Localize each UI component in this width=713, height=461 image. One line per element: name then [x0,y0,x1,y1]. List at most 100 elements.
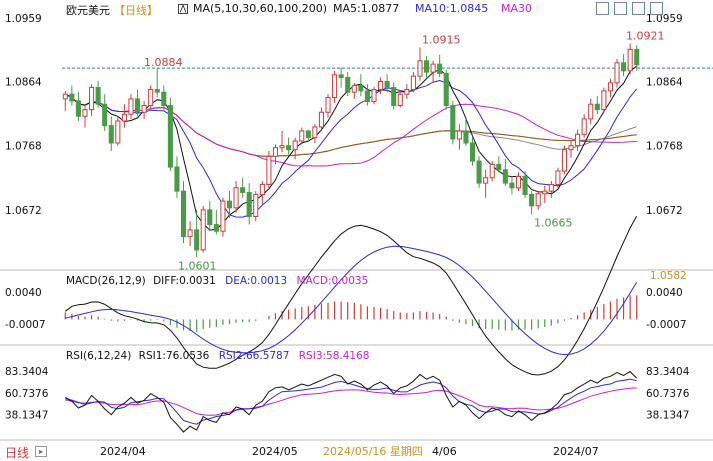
price-tick-left: 1.0768 [5,141,42,153]
candle-body [220,200,226,232]
candle-body [200,209,206,251]
rsi-tick-right: 83.3404 [646,366,690,378]
annotation-high-2: 1.0915 [422,33,461,46]
rsi-tick-left: 60.7376 [5,388,49,400]
candle-body [272,147,279,157]
candle-body [95,87,101,105]
candle-body [391,87,397,107]
rsi1-line [65,370,638,433]
candle-body [351,85,357,93]
candle-body [568,145,574,151]
candle-body [62,93,68,100]
candle-body [522,175,528,195]
candle-body [187,229,193,238]
candle-body [627,48,633,72]
candle-body [358,85,364,92]
macd-tick-right: -0.0007 [646,319,687,331]
annotation-low-1: 1.0601 [178,259,217,272]
candle-body [502,169,508,184]
candle-body [594,103,600,111]
candle-body [305,130,311,139]
candle-body [167,105,173,168]
price-tick-left: 1.0672 [5,205,42,217]
price-tick-right: 1.0672 [646,205,683,217]
footer-period-arrow-icon[interactable]: ▸ [35,446,47,457]
price-tick-right: 1.0864 [646,77,683,89]
date-label-2: 2024/05/16 星期四 [323,445,423,458]
date-label-4: 2024/07 [553,445,599,458]
candle-body [148,89,154,107]
candle-body [128,98,134,115]
ma-toggle-icon[interactable]: ⋀ [178,4,188,14]
candle-body [75,100,81,117]
candle-body [332,74,338,99]
footer-period[interactable]: 日线 [5,446,30,460]
ma10-value: MA10:1.0845 [415,2,489,15]
rsi-header: RSI(6,12,24) RSI1:76.0536 RSI2:66.5787 R… [66,350,369,362]
candle-body [194,229,200,251]
candle-body [417,60,423,77]
candle-body [443,72,449,107]
candle-body [548,183,554,192]
date-label-3: 4/06 [432,445,457,458]
candle-body [266,155,272,185]
date-label-0: 2024/04 [100,445,146,458]
candle-body [286,145,292,151]
candle-body [246,191,252,218]
candle-body [614,62,620,84]
candle-body [213,224,219,232]
down-arrow-icon[interactable] [632,2,645,15]
candle-body [588,103,594,120]
candle-body [469,142,476,162]
rsi2-value: RSI2:66.5787 [218,350,290,362]
candle-body [384,81,390,89]
candle-body [89,87,95,111]
candle-body [180,190,187,238]
candle-body [325,97,331,113]
macd-value: MACD:0.0035 [296,275,369,287]
macd-diff-line [64,215,638,376]
annotation-low-2: 1.0665 [534,217,573,230]
ma30-line [65,93,637,167]
macd-dea-line [65,245,638,356]
candle-body [115,120,121,144]
candle-body [318,111,324,128]
candle-body [529,193,535,207]
macd-tick-right: 0.0040 [646,287,683,299]
price-tick-right: 1.0959 [646,13,683,25]
candle-body [259,183,265,195]
up-arrow-icon[interactable] [614,2,627,15]
candle-body [410,75,416,91]
candle-body [515,175,522,189]
candle-body [601,90,607,111]
candle-body [404,89,410,95]
candle-body [542,190,548,195]
candle-body [575,133,581,147]
settings-icon[interactable] [650,2,663,15]
annotation-high-1: 1.0884 [144,56,183,69]
candle-body [621,62,627,72]
candle-body [233,187,239,209]
candle-body [371,89,377,103]
rsi3-line [65,387,637,416]
rsi3-value: RSI3:58.4168 [298,350,370,362]
candle-body [634,48,640,66]
rsi-tick-left: 38.1347 [5,410,48,422]
price-tick-left: 1.0864 [5,77,42,89]
candle-body [509,182,515,189]
grid-icon[interactable] [596,2,609,15]
date-label-1: 2024/05 [252,445,298,458]
candle-body [108,125,114,144]
macd-label: MACD(26,12,9) [66,275,146,287]
macd-header: MACD(26,12,9) DIFF:0.0031 DEA:0.0013 MAC… [66,275,368,287]
candle-body [161,91,167,107]
candle-body [174,166,180,192]
candle-body [450,105,456,140]
annotation-high-3: 1.0921 [626,29,665,42]
candle-body [240,187,246,193]
rsi-tick-right: 60.7376 [646,388,690,400]
candle-body [430,63,436,73]
candle-body [69,93,75,102]
period-label[interactable]: 【日线】 [114,4,158,17]
